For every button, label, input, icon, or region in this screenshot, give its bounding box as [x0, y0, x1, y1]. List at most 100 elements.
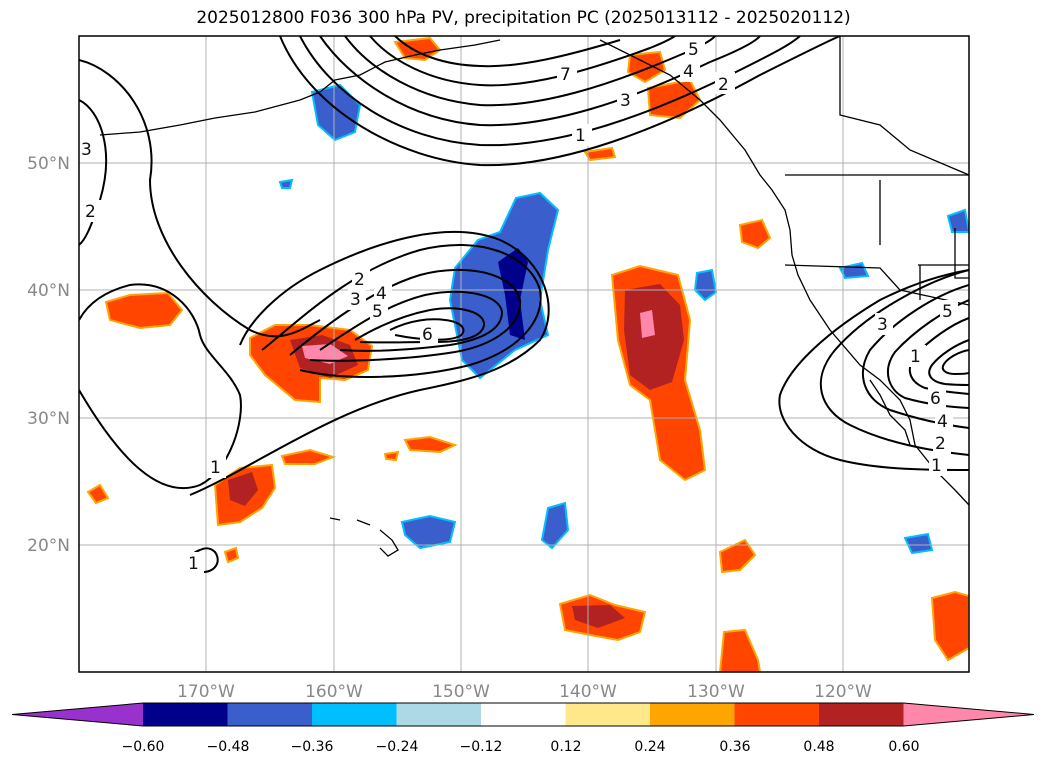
contour-label: 5: [372, 302, 383, 322]
pv-contour-line: [319, 36, 761, 127]
contour-label: 3: [81, 140, 92, 160]
contour-label: 1: [210, 458, 221, 478]
map-plot-area: 7 5 4 3 2 1 3 2 2 3 4 5 6 1: [79, 36, 969, 672]
negative-anomaly-region: [903, 532, 934, 555]
plot-frame: [78, 35, 970, 673]
pv-contour-line: [79, 283, 242, 490]
pv-contour-line: [941, 349, 969, 376]
pv-contour-line: [394, 36, 621, 68]
colorbar-segment: [819, 703, 904, 726]
negative-anomaly-region: [693, 268, 718, 302]
positive-anomaly-region: [104, 291, 184, 330]
lat-label: 20°N: [27, 536, 70, 556]
pv-contour-line: [189, 230, 550, 496]
lon-label: 160°W: [305, 682, 363, 702]
pv-contour-line: [299, 36, 801, 147]
latitude-labels: 50°N 40°N 30°N 20°N: [27, 154, 70, 556]
lat-label: 40°N: [27, 281, 70, 301]
colorbar-tick-label: 0.24: [634, 739, 665, 755]
map-title: 2025012800 F036 300 hPa PV, precipitatio…: [196, 8, 851, 28]
positive-anomaly-region: [403, 435, 458, 454]
negative-anomaly-region: [540, 501, 570, 550]
lon-label: 140°W: [559, 682, 617, 702]
colorbar-tick-label: −0.60: [122, 739, 165, 755]
positive-anomaly-region: [280, 448, 337, 465]
negative-anomaly-region: [400, 514, 457, 550]
positive-anomaly-region: [223, 546, 240, 564]
contour-label: 5: [688, 40, 699, 60]
contour-label: 4: [376, 284, 387, 304]
pv-contour-line: [819, 269, 969, 456]
contour-label: 3: [350, 290, 361, 310]
lat-label: 50°N: [27, 154, 70, 174]
strong-positive-region: [624, 284, 684, 390]
colorbar-outline: [11, 702, 1035, 727]
contour-label: 2: [935, 434, 946, 454]
max-positive-region: [640, 310, 655, 338]
colorbar-tick-label: −0.48: [207, 739, 250, 755]
pv-contour-line: [369, 36, 676, 87]
colorbar-extend-low: [12, 703, 143, 726]
pv-contour-line: [79, 59, 321, 338]
lon-label: 130°W: [687, 682, 745, 702]
contour-label: 7: [560, 65, 571, 85]
pv-contour-line: [279, 36, 841, 167]
pv-contour-line: [908, 317, 969, 395]
positive-anomaly-region: [626, 50, 667, 84]
colorbar-extend-high: [903, 703, 1034, 726]
colorbar-segment: [227, 703, 313, 726]
contour-label: 2: [354, 270, 365, 290]
colorbar-segment: [734, 703, 820, 726]
precip-shading: [86, 36, 969, 672]
strong-positive-region: [572, 605, 625, 628]
colorbar-segment: [143, 703, 228, 726]
contour-label: 6: [930, 389, 941, 409]
negative-anomaly-region: [278, 178, 294, 189]
strong-positive-region: [228, 472, 258, 506]
pv-contour-line: [289, 268, 522, 362]
pv-contour-line: [778, 269, 969, 471]
colorbar-segment: [396, 703, 482, 726]
colorbar-tick-label: −0.24: [376, 739, 419, 755]
longitude-labels: 170°W 160°W 150°W 140°W 130°W 120°W: [177, 682, 872, 702]
max-positive-region: [302, 344, 348, 364]
positive-anomaly-region: [930, 590, 969, 662]
colorbar: [11, 702, 1035, 727]
contour-label: 4: [683, 62, 694, 82]
contour-label: 2: [718, 75, 729, 95]
colorbar-tick-label: −0.36: [291, 739, 334, 755]
contour-label: 6: [422, 325, 433, 345]
positive-anomaly-region: [718, 628, 762, 672]
positive-anomaly-region: [718, 538, 757, 574]
colorbar-ticks: −0.60 −0.48 −0.36 −0.24 −0.12 0.12 0.24 …: [122, 739, 920, 755]
pv-contour-line: [354, 307, 486, 344]
lon-label: 170°W: [177, 682, 235, 702]
colorbar-segment: [312, 703, 397, 726]
pv-contour-line: [928, 339, 969, 386]
contour-label: 1: [188, 554, 199, 574]
contour-label: 3: [877, 315, 888, 335]
colorbar-segment: [565, 703, 651, 726]
lon-label: 120°W: [814, 682, 872, 702]
colorbar-segment: [650, 703, 735, 726]
contour-label: 3: [620, 91, 631, 111]
colorbar-tick-label: 0.48: [803, 739, 834, 755]
colorbar-segment: [481, 703, 566, 726]
contour-label: 2: [85, 202, 96, 222]
colorbar-tick-label: 0.36: [719, 739, 750, 755]
lat-label: 30°N: [27, 409, 70, 429]
positive-anomaly-region: [86, 483, 110, 505]
negative-anomaly-region: [946, 208, 969, 233]
strong-negative-region: [498, 248, 528, 340]
contour-label: 1: [575, 126, 586, 146]
contour-label: 4: [937, 412, 948, 432]
pv-contour-line: [79, 99, 108, 246]
positive-anomaly-region: [393, 36, 442, 62]
contour-label: 5: [942, 302, 953, 322]
positive-anomaly-region: [738, 218, 772, 250]
coastlines: [99, 36, 969, 557]
contour-label: 1: [931, 456, 942, 476]
colorbar-tick-label: 0.12: [550, 739, 581, 755]
contour-label: 1: [910, 347, 921, 367]
